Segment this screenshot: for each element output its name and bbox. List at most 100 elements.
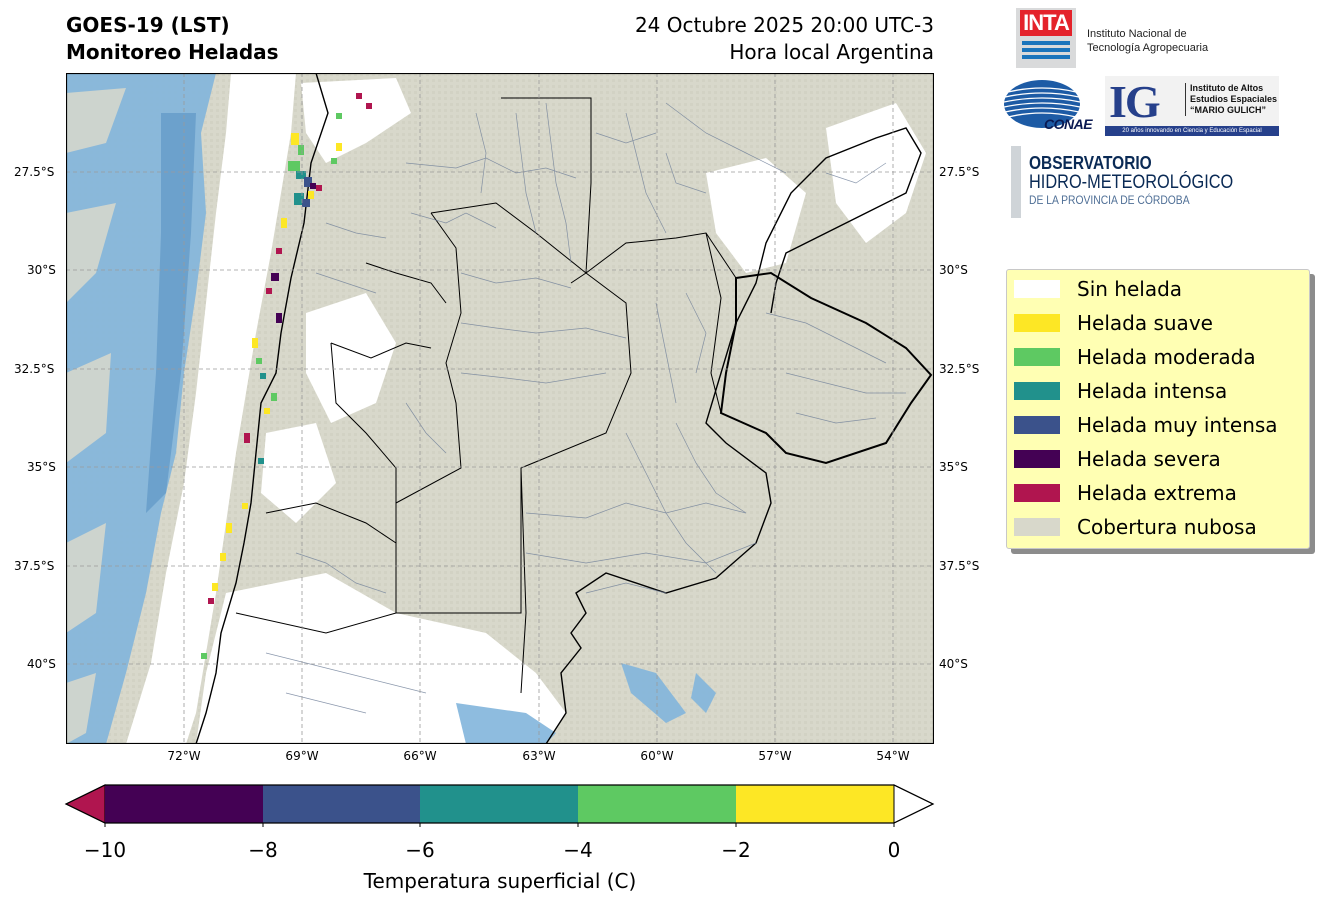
uruguay-outline — [719, 271, 933, 465]
lon-tick: 66°W — [403, 749, 437, 763]
lat-tick-left: 40°S — [27, 657, 56, 671]
colorbar-tick-label: −6 — [405, 838, 435, 862]
legend-swatch — [1014, 484, 1060, 502]
observatorio-bar — [1011, 146, 1021, 218]
lat-tick-right: 27.5°S — [939, 165, 980, 179]
legend-item: Helada moderada — [1014, 342, 1304, 370]
conae-emblem — [1003, 80, 1081, 128]
argentina-outline — [195, 72, 922, 745]
title-line-2: Monitoreo Heladas — [66, 40, 279, 64]
lat-tick-right: 32.5°S — [939, 362, 980, 376]
inta-stripe — [1022, 41, 1070, 45]
legend-label: Cobertura nubosa — [1077, 515, 1257, 539]
date-line-1: 24 Octubre 2025 20:00 UTC-3 — [634, 13, 934, 37]
map-canvas — [65, 72, 935, 745]
clear-area-ne — [826, 103, 926, 243]
colorbar — [64, 784, 935, 827]
colorbar-tick-label: −8 — [248, 838, 278, 862]
lat-tick-right: 35°S — [939, 460, 968, 474]
ig-name: Instituto de Altos Estudios Espaciales “… — [1185, 83, 1277, 116]
conae-wordmark: CONAE — [1044, 116, 1093, 132]
frost-map — [65, 72, 935, 745]
observatorio-line: OBSERVATORIO — [1029, 153, 1152, 173]
colorbar-tick-label: −4 — [563, 838, 593, 862]
colorbar-tick-marks — [104, 823, 895, 827]
province-borders — [235, 97, 737, 694]
lon-tick: 60°W — [640, 749, 674, 763]
lon-tick: 63°W — [522, 749, 556, 763]
inta-name-line: Instituto Nacional de — [1087, 28, 1187, 40]
legend-swatch — [1014, 518, 1060, 536]
legend-swatch — [1014, 314, 1060, 332]
map-title: GOES-19 (LST) Monitoreo Heladas — [66, 12, 279, 66]
legend-swatch — [1014, 348, 1060, 366]
ig-tagline: 20 años innovando en Ciencia y Educación… — [1105, 126, 1279, 136]
legend-item: Cobertura nubosa — [1014, 512, 1304, 540]
clear-area-north — [301, 78, 411, 163]
clear-area-south-center — [306, 293, 396, 423]
colorbar-tick-label: 0 — [887, 838, 901, 862]
legend-item: Helada intensa — [1014, 376, 1304, 404]
lon-tick: 54°W — [876, 749, 910, 763]
clear-area-e — [706, 158, 806, 273]
colorbar-segment — [105, 785, 263, 823]
legend-swatch — [1014, 450, 1060, 468]
colorbar-under-arrow — [64, 784, 106, 824]
lat-tick-left: 27.5°S — [14, 165, 55, 179]
map-date: 24 Octubre 2025 20:00 UTC-3 Hora local A… — [635, 12, 934, 66]
andes-clear-area — [126, 73, 296, 744]
legend-item: Helada extrema — [1014, 478, 1304, 506]
inta-stripe — [1022, 48, 1070, 52]
inta-name: Instituto Nacional de Tecnología Agropec… — [1087, 27, 1208, 55]
atlantic-sea-patch-1 — [621, 663, 686, 723]
colorbar-segment — [736, 785, 894, 823]
ig-name-line: “MARIO GULICH” — [1190, 105, 1266, 115]
lat-tick-left: 30°S — [27, 263, 56, 277]
date-line-2: Hora local Argentina — [729, 40, 934, 64]
lat-tick-left: 32.5°S — [14, 362, 55, 376]
title-line-1: GOES-19 (LST) — [66, 13, 230, 37]
ig-letters: IG — [1109, 76, 1161, 127]
legend-item: Helada muy intensa — [1014, 410, 1304, 438]
clear-area-patagonia-2 — [396, 643, 516, 713]
legend-item: Helada suave — [1014, 308, 1304, 336]
colorbar-label: Temperatura superficial (C) — [363, 869, 637, 893]
legend-item: Sin helada — [1014, 274, 1304, 302]
lat-tick-right: 37.5°S — [939, 559, 980, 573]
map-legend: Sin helada Helada suave Helada moderada … — [1006, 269, 1310, 549]
lon-tick: 69°W — [285, 749, 319, 763]
clear-area-sw — [261, 423, 336, 523]
legend-label: Sin helada — [1077, 277, 1183, 301]
legend-label: Helada extrema — [1077, 481, 1237, 505]
department-borders — [265, 102, 906, 714]
lat-tick-left: 37.5°S — [14, 559, 55, 573]
legend-item: Helada severa — [1014, 444, 1304, 472]
legend-swatch — [1014, 280, 1060, 298]
pacific-sea-dark — [146, 113, 196, 513]
gridlines — [66, 73, 934, 744]
map-frame — [65, 72, 935, 745]
inta-stripe — [1022, 55, 1070, 59]
observatorio-line: DE LA PROVINCIA DE CÓRDOBA — [1029, 193, 1190, 207]
ig-name-line: Instituto de Altos — [1190, 83, 1264, 93]
lat-tick-right: 30°S — [939, 263, 968, 277]
atlantic-sea-patch-2 — [456, 703, 556, 744]
inta-name-line: Tecnología Agropecuaria — [1087, 42, 1209, 54]
inta-logo: INTA — [1016, 8, 1076, 68]
legend-swatch — [1014, 382, 1060, 400]
legend-swatch — [1014, 416, 1060, 434]
colorbar-segment — [578, 785, 736, 823]
lon-tick: 72°W — [167, 749, 201, 763]
lat-tick-right: 40°S — [939, 657, 968, 671]
inta-acronym: INTA — [1020, 10, 1072, 36]
colorbar-segment — [263, 785, 420, 823]
legend-label: Helada intensa — [1077, 379, 1228, 403]
lon-tick: 57°W — [758, 749, 792, 763]
atlantic-sea-patch-3 — [691, 673, 716, 713]
ocean-cloud-streaks — [66, 88, 126, 744]
legend-label: Helada moderada — [1077, 345, 1256, 369]
lat-tick-left: 35°S — [27, 460, 56, 474]
colorbar-tick-label: −2 — [721, 838, 751, 862]
colorbar-tick-label: −10 — [83, 838, 127, 862]
frost-pixels — [201, 93, 372, 659]
